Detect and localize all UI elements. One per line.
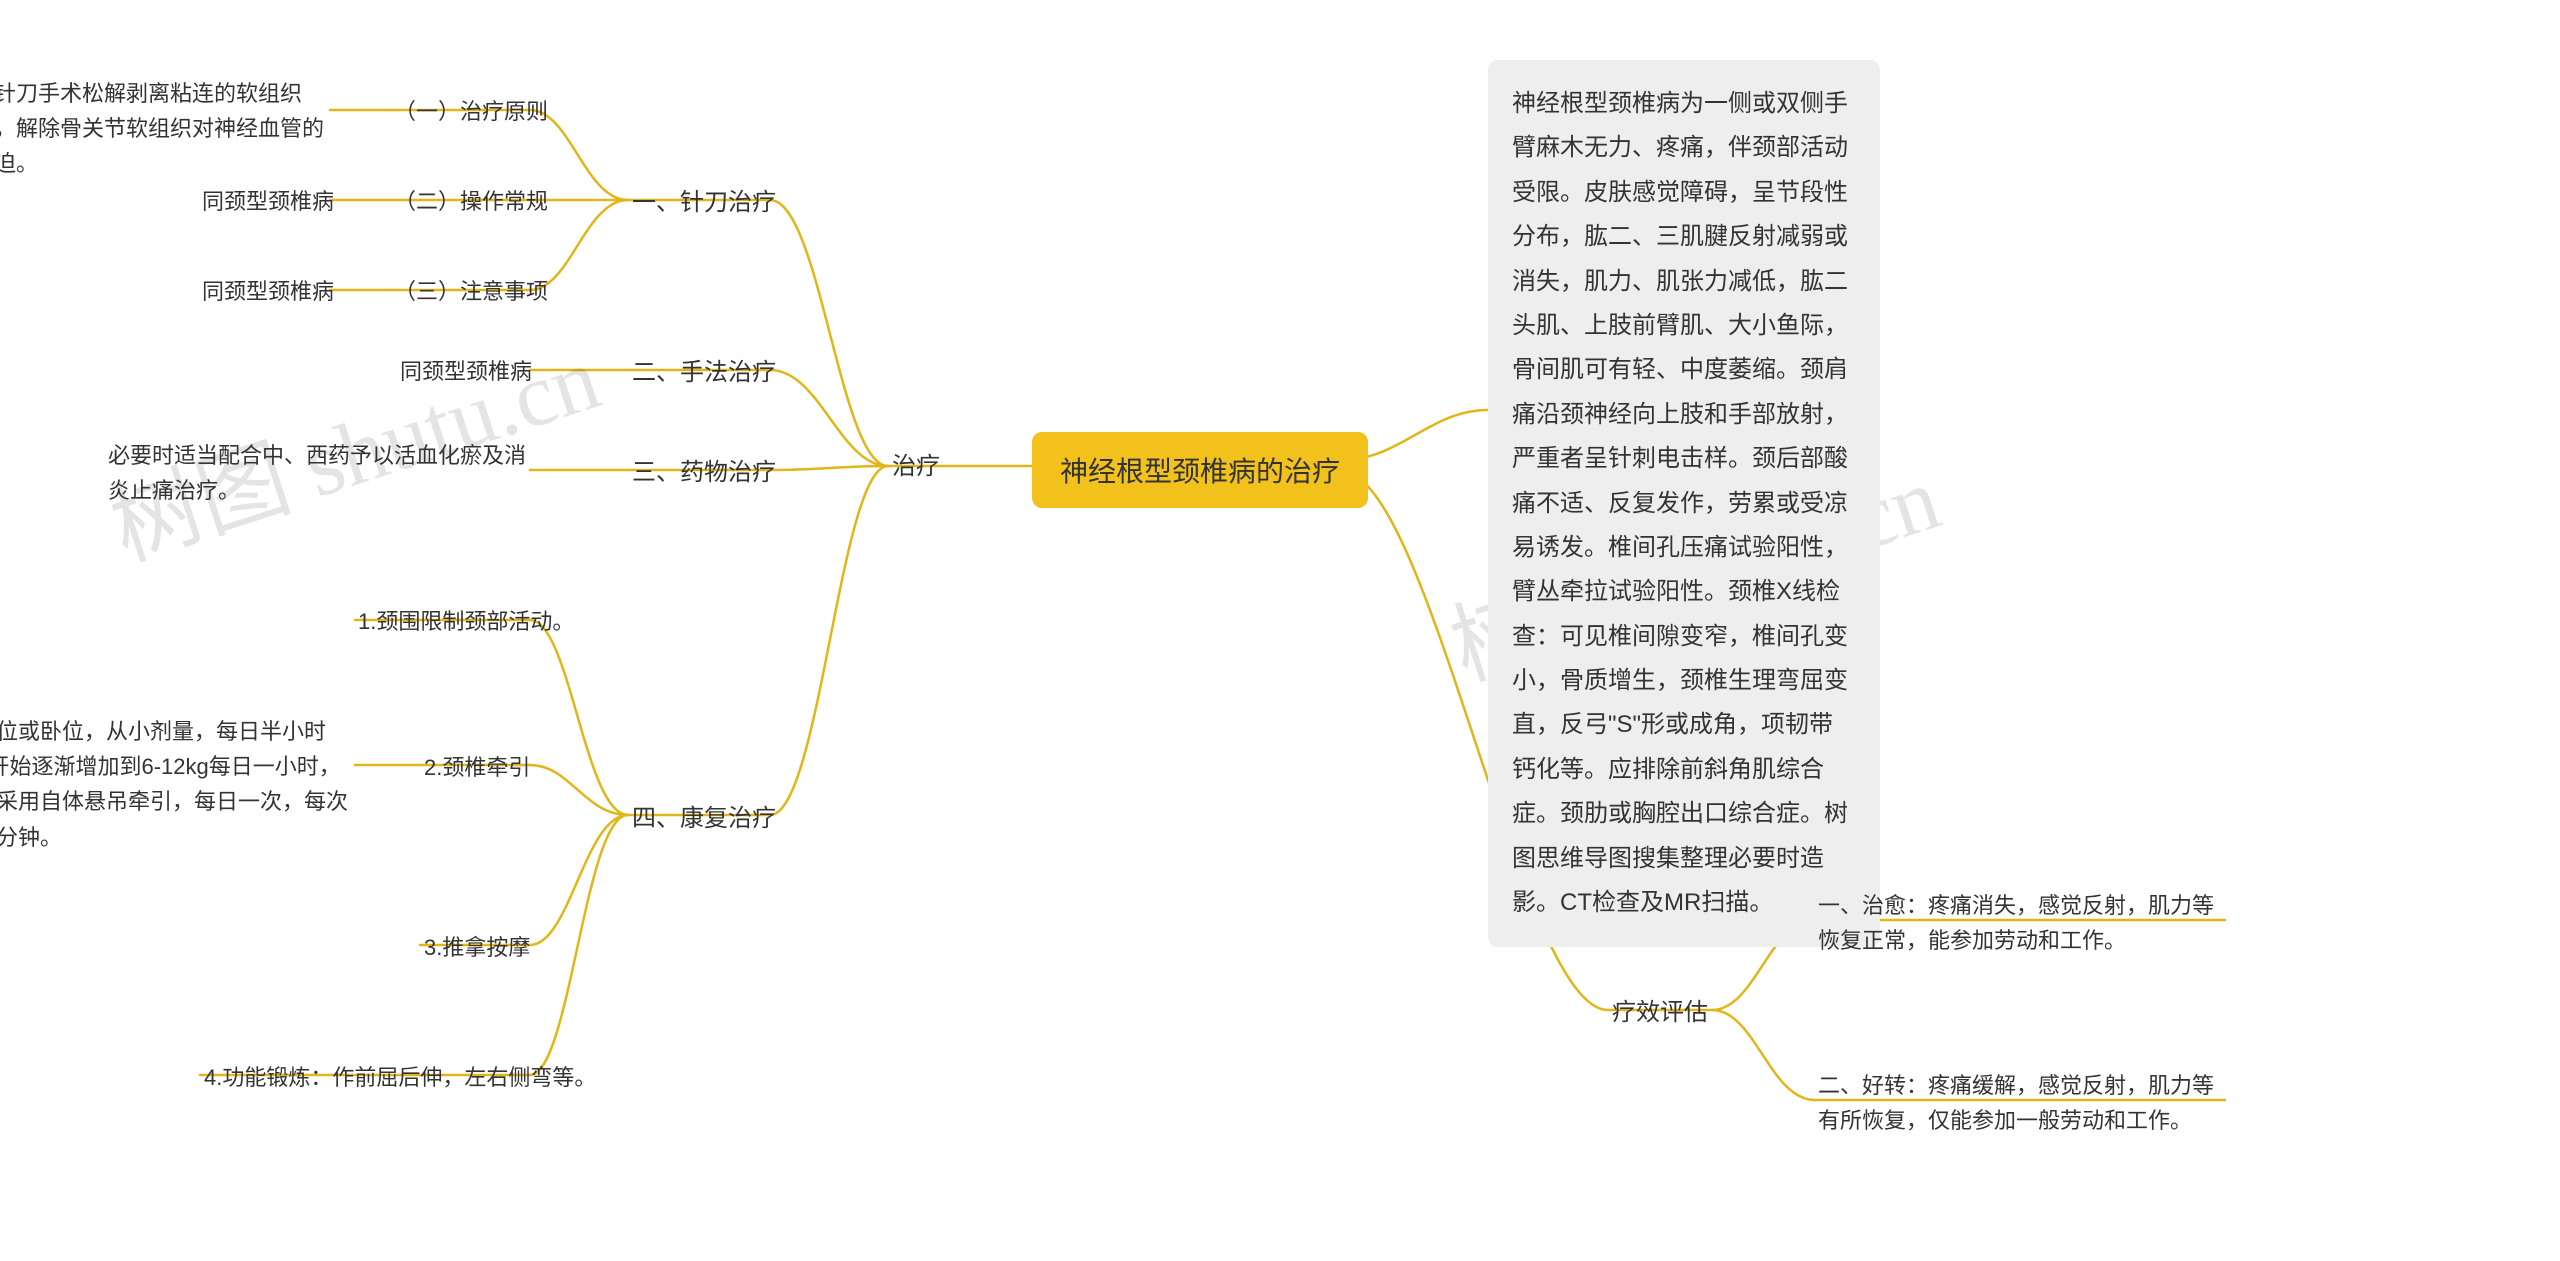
detail-procedure: 同颈型颈椎病	[202, 184, 334, 219]
node-rehab-2[interactable]: 2.颈椎牵引	[424, 750, 530, 785]
description-box: 神经根型颈椎病为一侧或双侧手臂麻木无力、疼痛，伴颈部活动受限。皮肤感觉障碍，呈节…	[1488, 60, 1880, 947]
node-treatment[interactable]: 治疗	[892, 448, 940, 486]
node-manipulation[interactable]: 二、手法治疗	[632, 354, 776, 392]
node-efficacy-cure: 一、治愈：疼痛消失，感觉反射，肌力等恢复正常，能参加劳动和工作。	[1818, 888, 2228, 958]
node-rehab-4[interactable]: 4.功能锻炼：作前屈后伸，左右侧弯等。	[204, 1060, 596, 1095]
detail-principle: 经针刀手术松解剥离粘连的软组织后，解除骨关节软组织对神经血管的压迫。	[0, 76, 332, 182]
node-caution[interactable]: （三）注意事项	[394, 274, 548, 309]
detail-rehab-2: 取坐位或卧位，从小剂量，每日半小时3kg开始逐渐增加到6-12kg每日一小时，也…	[0, 714, 354, 855]
node-rehab-1[interactable]: 1.颈围限制颈部活动。	[358, 604, 574, 639]
center-node[interactable]: 神经根型颈椎病的治疗	[1032, 432, 1368, 508]
detail-manipulation: 同颈型颈椎病	[400, 354, 532, 389]
node-procedure[interactable]: （二）操作常规	[394, 184, 548, 219]
node-principle[interactable]: （一）治疗原则	[394, 94, 548, 129]
node-rehab-3[interactable]: 3.推拿按摩	[424, 930, 530, 965]
description-text: 神经根型颈椎病为一侧或双侧手臂麻木无力、疼痛，伴颈部活动受限。皮肤感觉障碍，呈节…	[1512, 90, 1848, 916]
node-rehab[interactable]: 四、康复治疗	[632, 800, 776, 838]
detail-caution: 同颈型颈椎病	[202, 274, 334, 309]
node-medication[interactable]: 三、药物治疗	[632, 454, 776, 492]
node-efficacy-improve: 二、好转：疼痛缓解，感觉反射，肌力等有所恢复，仅能参加一般劳动和工作。	[1818, 1068, 2228, 1138]
node-efficacy[interactable]: 疗效评估	[1612, 994, 1708, 1032]
center-label: 神经根型颈椎病的治疗	[1060, 456, 1340, 487]
node-acupotomy[interactable]: 一、针刀治疗	[632, 184, 776, 222]
detail-medication: 必要时适当配合中、西药予以活血化瘀及消炎止痛治疗。	[108, 438, 528, 508]
